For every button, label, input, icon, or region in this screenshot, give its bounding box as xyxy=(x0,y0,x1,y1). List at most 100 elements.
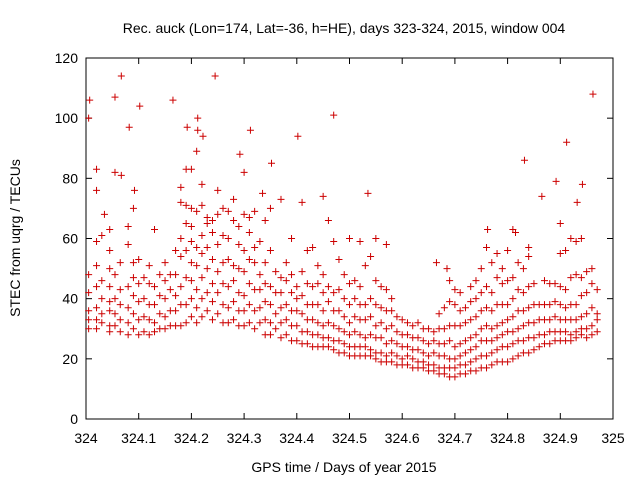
data-point xyxy=(372,301,380,309)
data-point xyxy=(235,222,243,230)
data-point xyxy=(504,316,512,324)
data-point xyxy=(272,325,280,333)
data-point xyxy=(145,316,153,324)
data-point xyxy=(520,156,528,164)
x-tick-label: 324.3 xyxy=(227,430,262,446)
data-point xyxy=(446,277,454,285)
data-point xyxy=(430,349,438,357)
data-point xyxy=(361,316,369,324)
data-point xyxy=(224,304,232,312)
data-point xyxy=(430,328,438,336)
data-point xyxy=(372,277,380,285)
data-point xyxy=(456,322,464,330)
x-tick-label: 324.6 xyxy=(385,430,420,446)
data-point xyxy=(556,219,564,227)
data-point xyxy=(514,352,522,360)
data-point xyxy=(583,325,591,333)
data-point xyxy=(106,265,114,273)
data-point xyxy=(246,126,254,134)
data-point xyxy=(256,304,264,312)
data-point xyxy=(198,231,206,239)
data-point xyxy=(156,271,164,279)
data-point xyxy=(456,340,464,348)
data-point xyxy=(129,204,137,212)
data-point xyxy=(219,204,227,212)
data-point xyxy=(583,289,591,297)
data-point xyxy=(251,259,259,267)
data-point xyxy=(266,331,274,339)
data-point xyxy=(98,295,106,303)
data-point xyxy=(351,328,359,336)
data-point xyxy=(135,280,143,288)
data-point xyxy=(509,295,517,303)
data-point xyxy=(208,316,216,324)
data-point xyxy=(93,238,101,246)
data-point xyxy=(214,186,222,194)
data-point xyxy=(277,289,285,297)
data-point xyxy=(483,364,491,372)
data-point xyxy=(509,274,517,282)
data-point xyxy=(588,280,596,288)
data-point xyxy=(509,355,517,363)
data-point xyxy=(446,298,454,306)
data-point xyxy=(240,322,248,330)
data-point xyxy=(477,325,485,333)
data-point xyxy=(509,328,517,336)
data-point xyxy=(194,126,202,134)
data-point xyxy=(540,277,548,285)
data-point xyxy=(303,328,311,336)
data-point xyxy=(193,244,201,252)
data-point xyxy=(577,274,585,282)
data-point xyxy=(546,340,554,348)
data-point xyxy=(309,283,317,291)
data-point xyxy=(214,289,222,297)
data-point xyxy=(85,307,93,315)
data-point xyxy=(230,277,238,285)
data-point xyxy=(367,352,375,360)
data-point xyxy=(172,271,180,279)
data-point xyxy=(208,298,216,306)
data-point xyxy=(361,334,369,342)
y-axis: 0 20 40 60 80 100 120 xyxy=(55,50,613,427)
data-point xyxy=(240,247,248,255)
data-point xyxy=(240,168,248,176)
data-point xyxy=(182,247,190,255)
data-point xyxy=(530,319,538,327)
data-point xyxy=(535,343,543,351)
y-tick-label: 0 xyxy=(70,411,78,427)
data-point xyxy=(85,289,93,297)
data-point xyxy=(483,244,491,252)
data-point xyxy=(335,307,343,315)
data-point xyxy=(556,301,564,309)
x-tick-label: 324.8 xyxy=(490,430,525,446)
data-point xyxy=(525,349,533,357)
data-point xyxy=(116,301,124,309)
data-point xyxy=(488,289,496,297)
data-point xyxy=(483,322,491,330)
data-point xyxy=(367,346,375,354)
data-point xyxy=(93,304,101,312)
x-tick-label: 324.4 xyxy=(279,430,314,446)
data-point xyxy=(261,280,269,288)
data-point xyxy=(388,307,396,315)
data-point xyxy=(372,235,380,242)
data-point xyxy=(540,331,548,339)
data-point xyxy=(130,186,138,194)
data-point xyxy=(319,289,327,297)
data-point xyxy=(288,289,296,297)
data-point xyxy=(472,313,480,321)
data-point xyxy=(282,277,290,285)
data-point xyxy=(430,361,438,369)
data-point xyxy=(377,334,385,342)
data-point xyxy=(440,370,448,378)
y-tick-label: 120 xyxy=(55,50,79,66)
data-point xyxy=(324,319,332,327)
data-point xyxy=(177,283,185,291)
data-point xyxy=(124,319,132,327)
data-point xyxy=(588,322,596,330)
data-point xyxy=(161,313,169,321)
data-point xyxy=(578,180,586,188)
data-point xyxy=(293,283,301,291)
data-point xyxy=(145,331,153,339)
data-point xyxy=(519,265,527,273)
